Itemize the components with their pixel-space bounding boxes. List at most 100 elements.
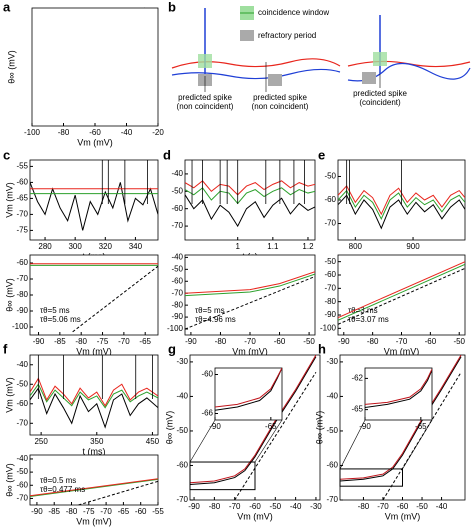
y-axis-label: θ∞ (mV) <box>164 411 174 444</box>
y-tick-label: -66 <box>201 409 213 418</box>
plot-frame <box>184 254 316 336</box>
x-tick-label: -65 <box>139 337 151 346</box>
y-tick-label: -70 <box>171 288 183 297</box>
x-tick-label: 280 <box>38 242 52 251</box>
x-tick-label: -65 <box>265 422 277 431</box>
series-line <box>30 387 158 429</box>
series-line <box>190 356 317 485</box>
y-axis-label: θ∞ (mV) <box>6 50 16 83</box>
x-tick-label: 800 <box>349 242 363 251</box>
legend-label: τθ=5 ms <box>195 306 225 315</box>
x-tick-label: 350 <box>90 437 104 446</box>
y-tick-label: -60 <box>171 276 183 285</box>
y-tick-label: -70 <box>324 219 336 228</box>
x-tick-label: -20 <box>152 128 164 137</box>
x-tick-label: -80 <box>215 337 227 346</box>
x-axis-label: Vm (mV) <box>76 346 112 356</box>
legend-label: τθ=4.96 ms <box>195 315 236 324</box>
series-line <box>338 267 465 325</box>
y-tick-label: -70 <box>176 495 188 504</box>
y-tick-label: -60 <box>16 480 28 489</box>
series-line <box>185 180 315 196</box>
y-tick-label: -80 <box>16 290 28 299</box>
series-line <box>30 383 158 409</box>
zoom-box <box>189 461 256 491</box>
y-tick-label: -40 <box>171 169 183 178</box>
y-tick-label: -40 <box>16 360 28 369</box>
x-tick-label: -90 <box>359 422 371 431</box>
x-axis-label: t (ms) <box>83 446 106 456</box>
caption: predicted spike <box>178 93 232 102</box>
series-line <box>185 187 315 205</box>
y-axis-label: Vm (mV) <box>4 377 14 413</box>
series-line <box>338 194 465 230</box>
x-tick-label: -50 <box>453 337 465 346</box>
x-tick-label: 250 <box>34 437 48 446</box>
panel-b-diagram <box>171 6 471 92</box>
series-line <box>338 263 465 321</box>
refractory <box>362 72 376 84</box>
plot-frame <box>337 254 466 336</box>
y-tick-label: -70 <box>16 274 28 283</box>
x-tick-label: 1 <box>235 242 240 251</box>
y-tick-label: -65 <box>351 405 363 414</box>
window <box>373 52 387 66</box>
x-tick-label: -80 <box>209 502 221 511</box>
x-axis-label: Vm (mV) <box>384 346 420 356</box>
y-tick-label: -40 <box>171 252 183 261</box>
series-line <box>340 356 462 482</box>
caption: (non coincident) <box>252 102 309 111</box>
series-line <box>365 369 432 409</box>
x-tick-label: -90 <box>209 422 221 431</box>
zoom-box <box>339 468 403 487</box>
y-tick-label: -40 <box>176 392 188 401</box>
x-tick-label: -70 <box>377 502 389 511</box>
x-tick-label: -90 <box>188 502 200 511</box>
panel-label: g <box>168 341 176 356</box>
x-tick-label: -60 <box>89 128 101 137</box>
y-tick-label: -80 <box>324 297 336 306</box>
legend-text: coincidence window <box>258 8 329 17</box>
x-tick-label: 320 <box>99 242 113 251</box>
panel-label: a <box>3 0 11 14</box>
plot-frame <box>31 7 159 127</box>
plot-frame <box>29 454 159 506</box>
x-tick-label: -60 <box>249 502 261 511</box>
x-tick-label: -70 <box>244 337 256 346</box>
x-tick-label: -60 <box>274 337 286 346</box>
series-line <box>338 261 465 319</box>
legend-swatch <box>240 30 254 41</box>
x-tick-label: 300 <box>68 242 82 251</box>
x-tick-label: -90 <box>31 507 43 516</box>
legend-label: τθ=0.477 ms <box>40 485 85 494</box>
zoom-link <box>402 419 433 470</box>
y-tick-label: -90 <box>16 306 28 315</box>
x-tick-label: -80 <box>358 502 370 511</box>
voltage-trace <box>171 68 341 80</box>
y-tick-label: -50 <box>171 186 183 195</box>
y-tick-label: -60 <box>326 461 338 470</box>
x-tick-label: -80 <box>75 337 87 346</box>
legend-text: refractory period <box>258 31 316 40</box>
y-tick-label: -90 <box>171 312 183 321</box>
y-tick-label: -40 <box>326 392 338 401</box>
x-tick-label: -90 <box>33 337 45 346</box>
series-line <box>185 276 315 330</box>
series-line <box>185 194 315 228</box>
x-tick-label: -80 <box>58 128 70 137</box>
series-line <box>30 377 158 407</box>
series-line <box>30 478 158 497</box>
threshold-trace <box>171 58 341 69</box>
x-axis-label: Vm (mV) <box>77 137 113 147</box>
x-tick-label: -70 <box>100 507 112 516</box>
y-tick-label: -70 <box>16 494 28 503</box>
y-tick-label: -60 <box>201 370 213 379</box>
y-tick-label: -50 <box>171 264 183 273</box>
x-tick-label: -40 <box>436 502 448 511</box>
x-axis-label: Vm (mV) <box>385 511 421 521</box>
series-line <box>234 371 317 500</box>
series-line <box>185 273 315 297</box>
y-tick-label: -100 <box>320 323 337 332</box>
panel-label: b <box>168 0 176 14</box>
